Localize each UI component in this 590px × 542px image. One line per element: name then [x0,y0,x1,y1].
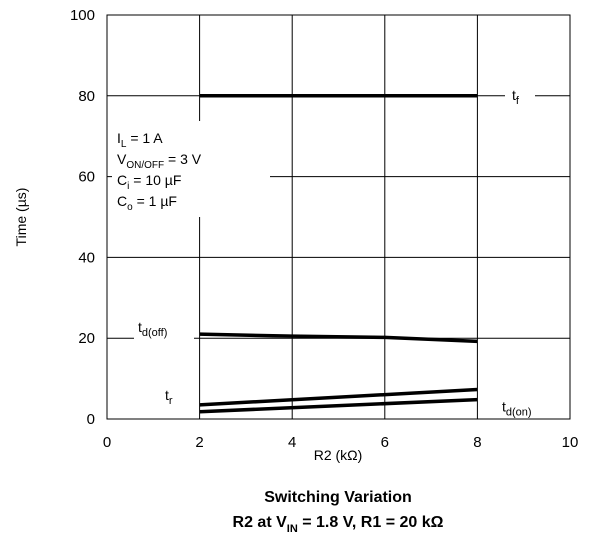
series-line-1 [199,332,478,344]
subtitle-suffix: = 1.8 V, R1 = 20 kΩ [298,514,444,531]
condition-3: Co = 1 µF [117,193,177,213]
x-tick-label-3: 6 [381,434,389,451]
chart-title: Switching Variation [264,489,412,506]
subtitle-prefix: R2 at V [233,514,288,531]
series-label-bg-2 [158,382,188,405]
series-label-bg-1 [134,316,194,341]
series-label-1: td(off) [138,319,167,339]
series-label-0: tf [512,87,520,107]
y-tick-label-5: 100 [70,7,95,24]
x-axis-label: R2 (kΩ) [314,447,363,463]
y-axis-label: Time (µs) [13,188,29,247]
series-label-3: td(on) [502,399,532,419]
x-tick-label-1: 2 [195,434,203,451]
chart-subtitle: R2 at VIN = 1.8 V, R1 = 20 kΩ [233,514,444,535]
series-label-2: tr [165,387,173,407]
condition-0: IL = 1 A [117,130,163,150]
series-label-bg-0 [505,85,535,106]
conditions-box [112,121,270,217]
y-tick-label-1: 20 [78,330,95,347]
x-tick-label-5: 10 [562,434,579,451]
series-label-bg-3 [496,395,554,418]
condition-2: Ci = 10 µF [117,172,181,192]
y-tick-label-2: 40 [78,249,95,266]
subtitle-sub: IN [287,523,298,535]
series-line-3 [199,397,478,414]
y-tick-label-0: 0 [87,411,95,428]
x-tick-label-0: 0 [103,434,111,451]
series-labels: tf td(off) tr td(on) [134,85,554,419]
x-tick-label-4: 8 [473,434,481,451]
series-lines [199,94,478,414]
condition-1: VON/OFF = 3 V [117,151,202,171]
x-tick-label-2: 4 [288,434,296,451]
y-tick-label-4: 80 [78,88,95,105]
y-tick-label-3: 60 [78,169,95,186]
series-line-2 [199,387,478,407]
